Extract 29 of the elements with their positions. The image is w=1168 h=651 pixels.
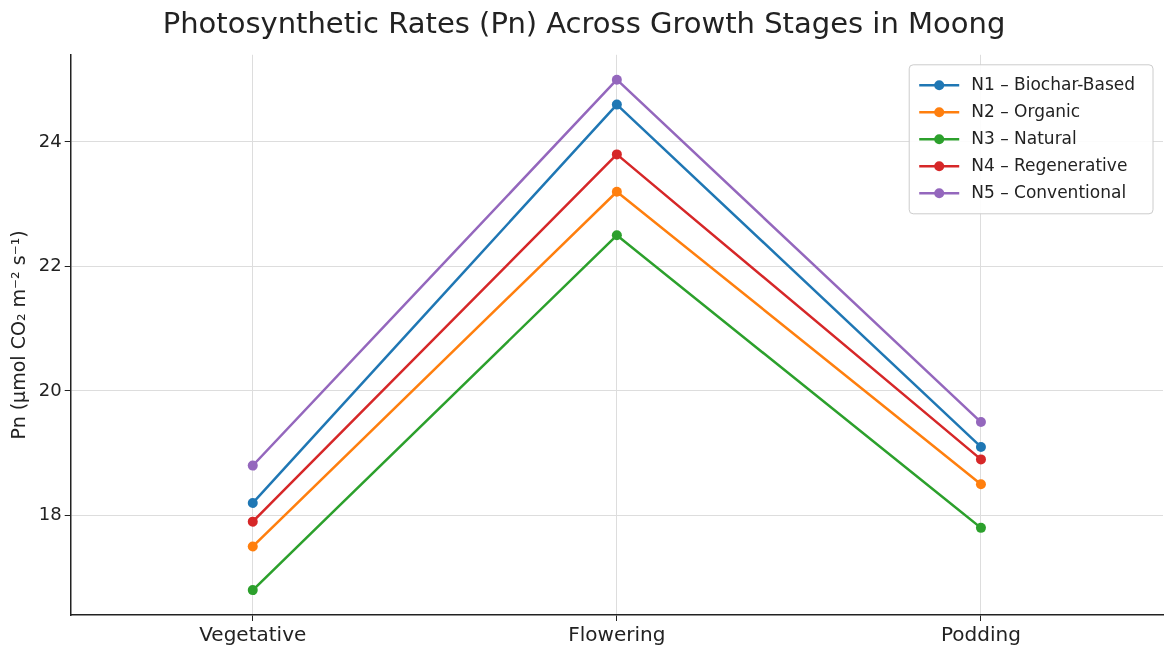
- point: [611, 186, 622, 197]
- y-tick-label: 18: [38, 503, 62, 525]
- point: [247, 516, 258, 527]
- point: [611, 99, 622, 110]
- point: [247, 585, 258, 596]
- legend-label: N4 – Regenerative: [971, 154, 1128, 175]
- point: [975, 479, 986, 490]
- y-tick-label: 24: [38, 129, 62, 151]
- point: [611, 230, 622, 241]
- y-tick-label: 22: [38, 254, 62, 276]
- point: [975, 522, 986, 533]
- point: [975, 417, 986, 428]
- legend-label: N2 – Organic: [971, 100, 1081, 121]
- point: [247, 541, 258, 552]
- y-tick-label: 20: [38, 378, 62, 400]
- point: [611, 74, 622, 85]
- chart-title: Photosynthetic Rates (Pn) Across Growth Stages in Moong: [162, 5, 1006, 40]
- y-axis-title: Pn (µmol CO₂ m⁻² s⁻¹): [7, 230, 30, 440]
- point: [247, 497, 258, 508]
- legend-label: N3 – Natural: [971, 127, 1077, 148]
- point: [975, 454, 986, 465]
- x-tick-label: Flowering: [568, 622, 666, 647]
- x-tick-label: Vegetative: [199, 622, 307, 647]
- legend-label: N5 – Conventional: [971, 181, 1127, 202]
- legend-label: N1 – Biochar-Based: [971, 73, 1136, 94]
- point: [975, 441, 986, 452]
- point: [247, 460, 258, 471]
- x-tick-label: Podding: [941, 622, 1021, 647]
- point: [611, 149, 622, 160]
